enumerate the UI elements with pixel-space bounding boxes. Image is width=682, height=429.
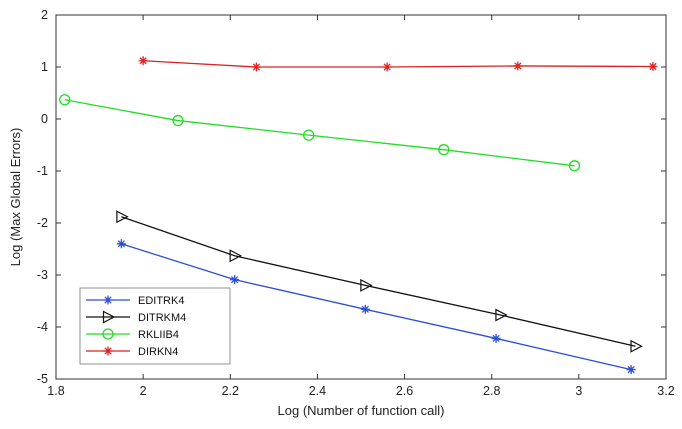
data-point (360, 278, 373, 292)
y-axis-label: Log (Max Global Errors) (8, 128, 23, 267)
legend-item: DITRKM4 (86, 310, 186, 324)
data-point (116, 239, 126, 249)
data-point (491, 333, 501, 343)
data-point (495, 308, 508, 322)
x-tick-label: 1.8 (47, 384, 64, 398)
x-tick-label: 2.6 (396, 384, 413, 398)
series-ditrkm4 (116, 210, 643, 353)
data-point (360, 304, 370, 314)
data-point (568, 160, 581, 172)
y-tick-label: -3 (37, 268, 48, 282)
legend-item: EDITRK4 (86, 295, 184, 307)
data-point (303, 129, 315, 141)
y-tick-label: -4 (37, 320, 48, 334)
data-point (513, 61, 523, 71)
data-point (103, 346, 113, 356)
y-tick-label: -2 (37, 216, 48, 230)
legend-label: DIRKN4 (138, 346, 178, 358)
legend-label: RKLIIB4 (138, 329, 179, 341)
series-lines (59, 56, 658, 375)
series-rkliib4 (59, 94, 581, 172)
data-point (103, 295, 113, 305)
series-line (64, 99, 575, 167)
x-tick-label: 2.4 (309, 384, 326, 398)
x-tick-label: 2 (140, 384, 147, 398)
axis-ticks: 1.8 2 2.2 2.4 2.6 2.8 3 3.2 -5 -4 -3 -2 -1 0 1 2 (37, 8, 675, 398)
legend-item: RKLIIB4 (86, 328, 179, 341)
series-dirkn4 (138, 56, 658, 72)
legend-label: DITRKM4 (138, 312, 186, 324)
y-tick-label: -5 (37, 372, 48, 386)
y-tick-label: 2 (41, 8, 48, 22)
legend: EDITRK4 DITRKM4 RKLIIB4 DIRKN4 (79, 287, 231, 365)
series-editrk4 (116, 239, 636, 375)
y-tick-label: 0 (41, 112, 48, 126)
x-axis-label: Log (Number of function call) (278, 403, 445, 418)
data-point (172, 114, 184, 127)
data-point (116, 210, 129, 224)
y-tick-label: -1 (37, 164, 48, 178)
data-point (229, 249, 242, 263)
data-point (102, 328, 114, 340)
data-point (230, 275, 240, 285)
data-point (138, 56, 148, 66)
legend-label: EDITRK4 (138, 295, 184, 307)
data-point (251, 62, 261, 72)
series-line (121, 216, 636, 347)
data-point (102, 310, 116, 324)
legend-item: DIRKN4 (86, 346, 178, 358)
x-tick-label: 3 (575, 384, 582, 398)
data-point (382, 62, 392, 72)
data-point (626, 365, 636, 375)
x-tick-label: 2.8 (483, 384, 500, 398)
data-point (648, 61, 658, 71)
data-point (630, 339, 643, 353)
data-point (59, 94, 71, 106)
x-tick-label: 2.2 (222, 384, 239, 398)
x-tick-label: 3.2 (657, 384, 674, 398)
y-tick-label: 1 (41, 60, 48, 74)
data-point (438, 144, 450, 156)
